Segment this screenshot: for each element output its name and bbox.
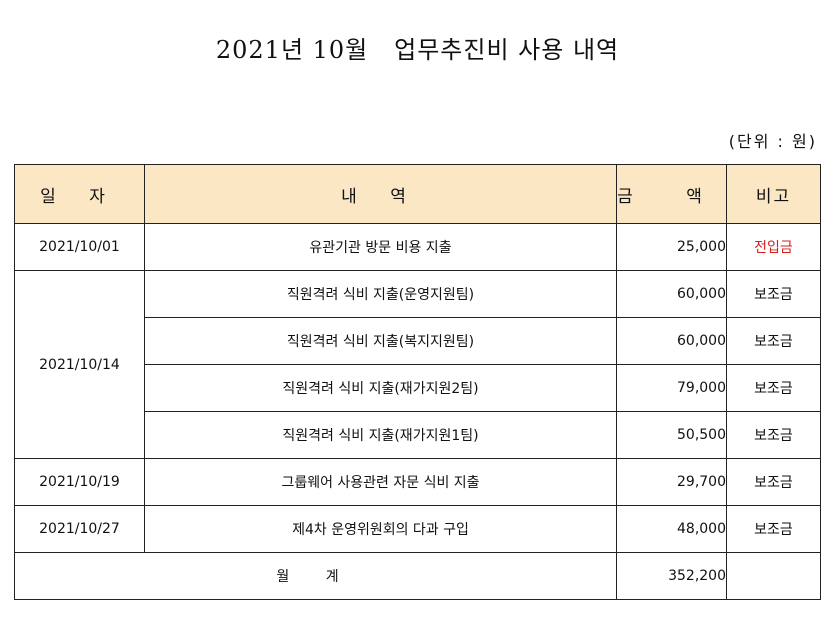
row-description: 직원격려 식비 지출(재가지원2팀) [144,364,617,412]
table-row: 2021/10/19 그룹웨어 사용관련 자문 식비 지출 29,700 보조금 [14,458,821,506]
row-note: 보조금 [726,317,821,365]
row-description: 제4차 운영위원회의 다과 구입 [144,505,617,553]
row-amount: 60,000 [616,317,727,365]
row-date: 2021/10/19 [14,458,145,506]
unit-note: (단위 : 원) [728,132,817,151]
header-note: 비고 [726,164,821,224]
row-description: 그룹웨어 사용관련 자문 식비 지출 [144,458,617,506]
row-description: 직원격려 식비 지출(복지지원팀) [144,317,617,365]
header-date: 일 자 [14,164,145,224]
total-row: 월 계 352,200 [14,552,821,600]
row-amount: 25,000 [616,223,727,271]
page-title: 2021년 10월 업무추진비 사용 내역 [215,36,620,64]
total-label: 월 계 [14,552,617,600]
row-date: 2021/10/14 [14,270,145,459]
row-amount: 50,500 [616,411,727,459]
row-amount: 29,700 [616,458,727,506]
row-amount: 79,000 [616,364,727,412]
row-description: 직원격려 식비 지출(운영지원팀) [144,270,617,318]
row-description: 유관기관 방문 비용 지출 [144,223,617,271]
table-row: 직원격려 식비 지출(재가지원2팀) 79,000 보조금 [15,364,821,412]
expense-table: 일 자 내 역 금 액 비고 2021/10/01 유관기관 방문 비용 지출 … [14,164,821,600]
table-row: 2021/10/27 제4차 운영위원회의 다과 구입 48,000 보조금 [14,505,821,553]
total-note [726,552,821,600]
row-note: 보조금 [726,411,821,459]
row-amount: 60,000 [616,270,727,318]
row-amount: 48,000 [616,505,727,553]
row-note: 보조금 [726,458,821,506]
table-row: 직원격려 식비 지출(복지지원팀) 60,000 보조금 [15,317,821,365]
row-note: 보조금 [726,505,821,553]
header-amount: 금 액 [616,164,727,224]
row-date: 2021/10/27 [14,505,145,553]
row-note: 보조금 [726,364,821,412]
table-row: 2021/10/01 유관기관 방문 비용 지출 25,000 전입금 [14,223,821,271]
row-description: 직원격려 식비 지출(재가지원1팀) [144,411,617,459]
table-row: 2021/10/14 직원격려 식비 지출(운영지원팀) 60,000 보조금 [14,270,821,459]
row-note: 보조금 [726,270,821,318]
row-date: 2021/10/01 [14,223,145,271]
header-description: 내 역 [144,164,617,224]
table-row: 직원격려 식비 지출(재가지원1팀) 50,500 보조금 [15,411,821,459]
total-amount: 352,200 [616,552,727,600]
row-note: 전입금 [726,223,821,271]
table-header-row: 일 자 내 역 금 액 비고 [14,164,821,224]
